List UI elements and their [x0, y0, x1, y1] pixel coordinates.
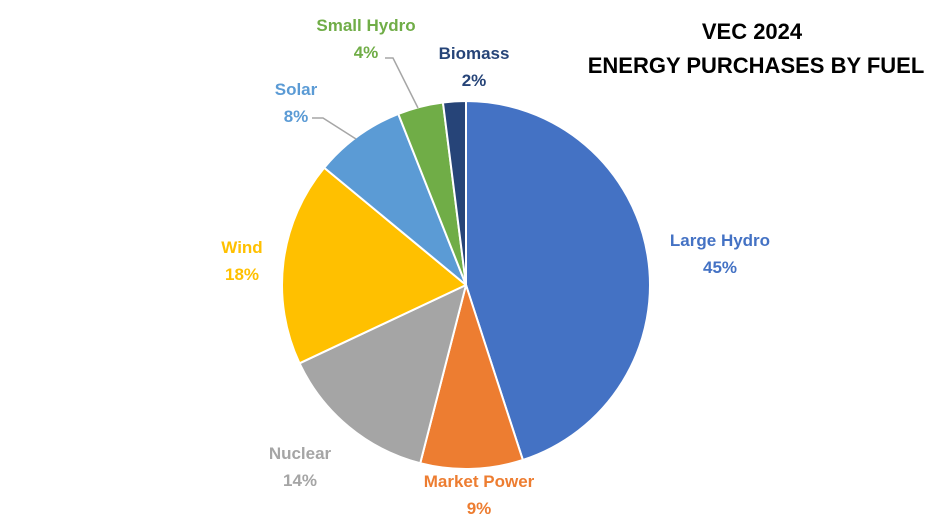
slice-value-solar: 8%	[284, 107, 309, 126]
slice-label-large-hydro: Large Hydro	[670, 231, 770, 250]
pie-slice-solar	[323, 112, 467, 286]
slice-label-biomass: Biomass	[439, 44, 510, 63]
pie-slice-nuclear	[298, 284, 467, 465]
slice-label-nuclear: Nuclear	[269, 444, 332, 463]
pie-slice-large-hydro	[465, 100, 651, 461]
slice-labels: Large Hydro 45% Market Power 9% Nuclear 14% Wi…	[221, 16, 770, 518]
pie-slice-market-power	[419, 284, 524, 470]
pie-slice-biomass	[441, 100, 467, 286]
slice-value-large-hydro: 45%	[703, 258, 737, 277]
slice-value-biomass: 2%	[462, 71, 487, 90]
leader-line-solar	[312, 117, 357, 140]
slice-label-wind: Wind	[221, 238, 262, 257]
chart-title-line-1: VEC 2024	[702, 19, 803, 44]
slice-label-solar: Solar	[275, 80, 318, 99]
slice-label-small-hydro: Small Hydro	[316, 16, 415, 35]
slice-label-market-power: Market Power	[424, 472, 535, 491]
slice-value-market-power: 9%	[467, 499, 492, 518]
slice-value-wind: 18%	[225, 265, 259, 284]
leader-line-small-hydro	[385, 57, 419, 109]
slice-value-small-hydro: 4%	[354, 43, 379, 62]
chart-title-line-2: ENERGY PURCHASES BY FUEL	[588, 53, 925, 78]
leader-lines	[312, 57, 419, 140]
slice-value-nuclear: 14%	[283, 471, 317, 490]
pie-slices	[281, 100, 651, 470]
pie-slice-wind	[281, 166, 467, 365]
